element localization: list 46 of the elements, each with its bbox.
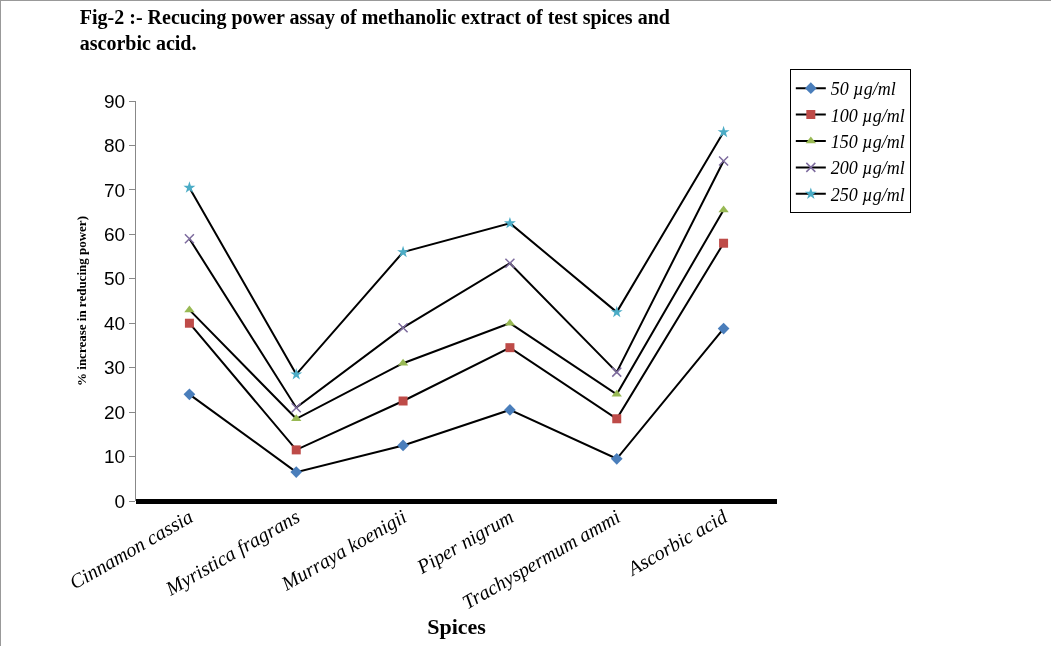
point: [290, 466, 303, 478]
y-tick-label: 40: [104, 312, 126, 334]
point: [717, 125, 730, 138]
y-tick-label: 20: [104, 401, 126, 423]
y-tick-label: 90: [104, 90, 126, 112]
y-axis-title: % increase in reducing power): [74, 216, 90, 386]
point: [183, 388, 196, 401]
point: [718, 205, 729, 213]
point: [717, 322, 730, 335]
legend-label: 100 µg/ml: [830, 105, 905, 126]
point: [291, 445, 301, 455]
chart-title: Fig-2 :- Recucing power assay of methanolic extract of test spices and ascorbic acid.: [79, 5, 670, 54]
legend-label: 50 µg/ml: [830, 79, 896, 100]
point: [504, 257, 516, 269]
point: [184, 318, 194, 328]
y-tick-label: 70: [104, 179, 126, 201]
point: [398, 396, 408, 406]
y-tick-label: 60: [104, 223, 126, 245]
point: [611, 389, 622, 397]
legend-label: 200 µg/ml: [830, 158, 905, 179]
x-axis-title: Spices: [427, 614, 487, 640]
point: [718, 155, 729, 167]
y-tick-label: 0: [114, 490, 126, 512]
y-tick-label: 80: [104, 135, 126, 157]
point: [610, 452, 623, 465]
point: [504, 404, 516, 416]
y-tick-label: 50: [104, 268, 126, 290]
point: [612, 414, 622, 424]
point: [290, 368, 303, 380]
point: [719, 238, 729, 248]
point: [291, 414, 302, 422]
point: [397, 245, 410, 258]
legend-label: 250 µg/ml: [830, 184, 905, 205]
point: [503, 216, 516, 229]
point: [184, 305, 195, 313]
point: [183, 181, 196, 193]
point: [397, 439, 409, 452]
y-tick-label: 10: [104, 446, 126, 468]
y-tick-label: 30: [104, 357, 126, 379]
point: [291, 402, 302, 413]
point: [397, 322, 409, 333]
point: [184, 233, 195, 245]
point: [610, 305, 623, 318]
legend-label: 150 µg/ml: [830, 132, 905, 153]
point: [611, 366, 622, 378]
point: [505, 343, 515, 353]
